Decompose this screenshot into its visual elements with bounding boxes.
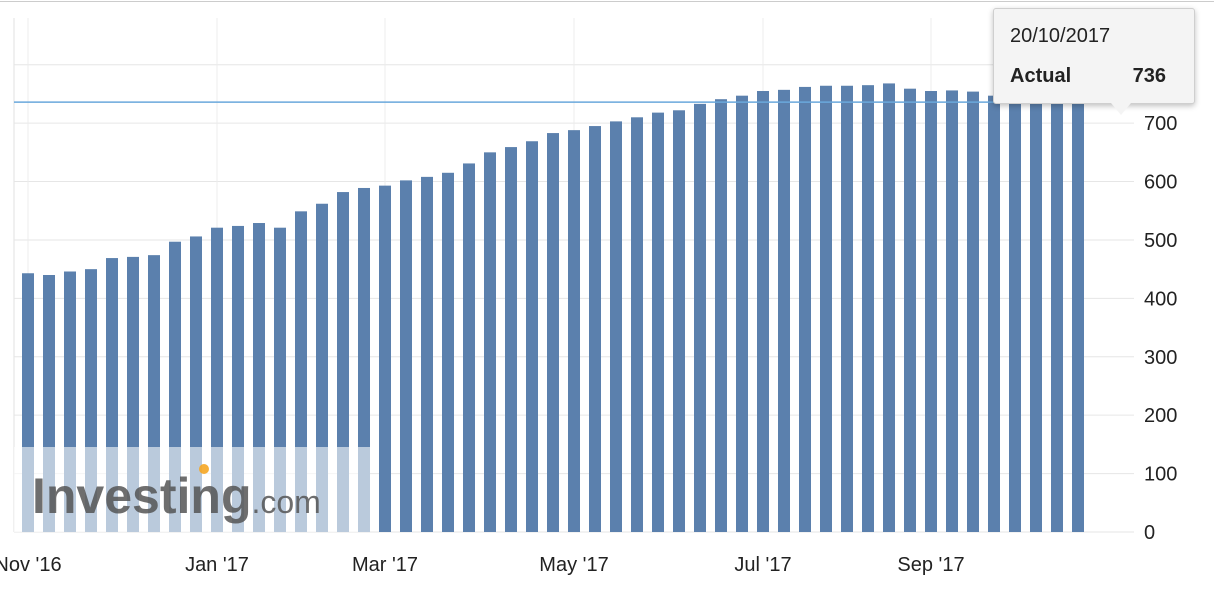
bar <box>463 163 475 532</box>
bar <box>505 147 517 532</box>
bar <box>442 172 454 532</box>
tooltip-date: 20/10/2017 <box>1010 25 1111 47</box>
bars <box>22 83 1084 533</box>
watermark-dot <box>199 464 209 474</box>
bar <box>400 180 412 533</box>
x-tick-label: Mar '17 <box>352 554 418 576</box>
bar <box>421 176 433 532</box>
y-tick-label: 200 <box>1144 405 1177 427</box>
watermark: Investing.com <box>14 447 370 532</box>
tooltip-pointer <box>1111 103 1131 115</box>
y-tick-label: 700 <box>1144 113 1177 135</box>
bar <box>862 85 874 532</box>
bar <box>610 121 622 532</box>
bar <box>652 112 664 532</box>
x-tick-label: Sep '17 <box>897 554 964 576</box>
tooltip: 20/10/2017 Actual 736 <box>993 8 1195 115</box>
y-tick-label: 100 <box>1144 464 1177 486</box>
bar <box>967 91 979 532</box>
bar <box>715 99 727 533</box>
bar <box>358 187 370 532</box>
bar <box>841 85 853 532</box>
bar <box>883 83 895 532</box>
y-tick-label: 0 <box>1144 522 1155 544</box>
x-tick-label: Jan '17 <box>185 554 249 576</box>
bar <box>925 91 937 533</box>
y-tick-label: 600 <box>1144 172 1177 194</box>
watermark-logo: Investing.com <box>32 468 321 524</box>
bar <box>379 185 391 532</box>
bar <box>631 117 643 532</box>
bar <box>988 95 1000 533</box>
y-tick-label: 400 <box>1144 288 1177 310</box>
bar <box>799 86 811 532</box>
bar <box>757 91 769 533</box>
x-tick-label: Jul '17 <box>734 554 791 576</box>
bar <box>526 141 538 533</box>
bar <box>547 133 559 532</box>
bar <box>1051 96 1063 532</box>
bar <box>904 88 916 533</box>
x-axis: Nov '16 Jan '17 Mar '17 May '17 Jul '17 Sep '… <box>0 554 965 576</box>
bar <box>1072 102 1084 532</box>
tooltip-value: 736 <box>1132 65 1166 87</box>
x-tick-label: May '17 <box>539 554 608 576</box>
bar <box>1030 96 1042 533</box>
bar <box>946 90 958 532</box>
y-axis: 0 100 200 300 400 500 600 700 <box>1144 113 1177 544</box>
watermark-box <box>14 447 370 532</box>
bar <box>694 103 706 533</box>
y-tick-label: 500 <box>1144 230 1177 252</box>
bar <box>568 130 580 533</box>
y-tick-label: 300 <box>1144 347 1177 369</box>
bar <box>484 152 496 532</box>
bar <box>736 95 748 533</box>
bar <box>673 110 685 532</box>
bar <box>589 126 601 532</box>
bar <box>820 85 832 532</box>
x-tick-label: Nov '16 <box>0 554 62 576</box>
bar <box>1009 97 1021 532</box>
bar <box>778 89 790 532</box>
tooltip-series-label: Actual <box>1010 65 1072 87</box>
